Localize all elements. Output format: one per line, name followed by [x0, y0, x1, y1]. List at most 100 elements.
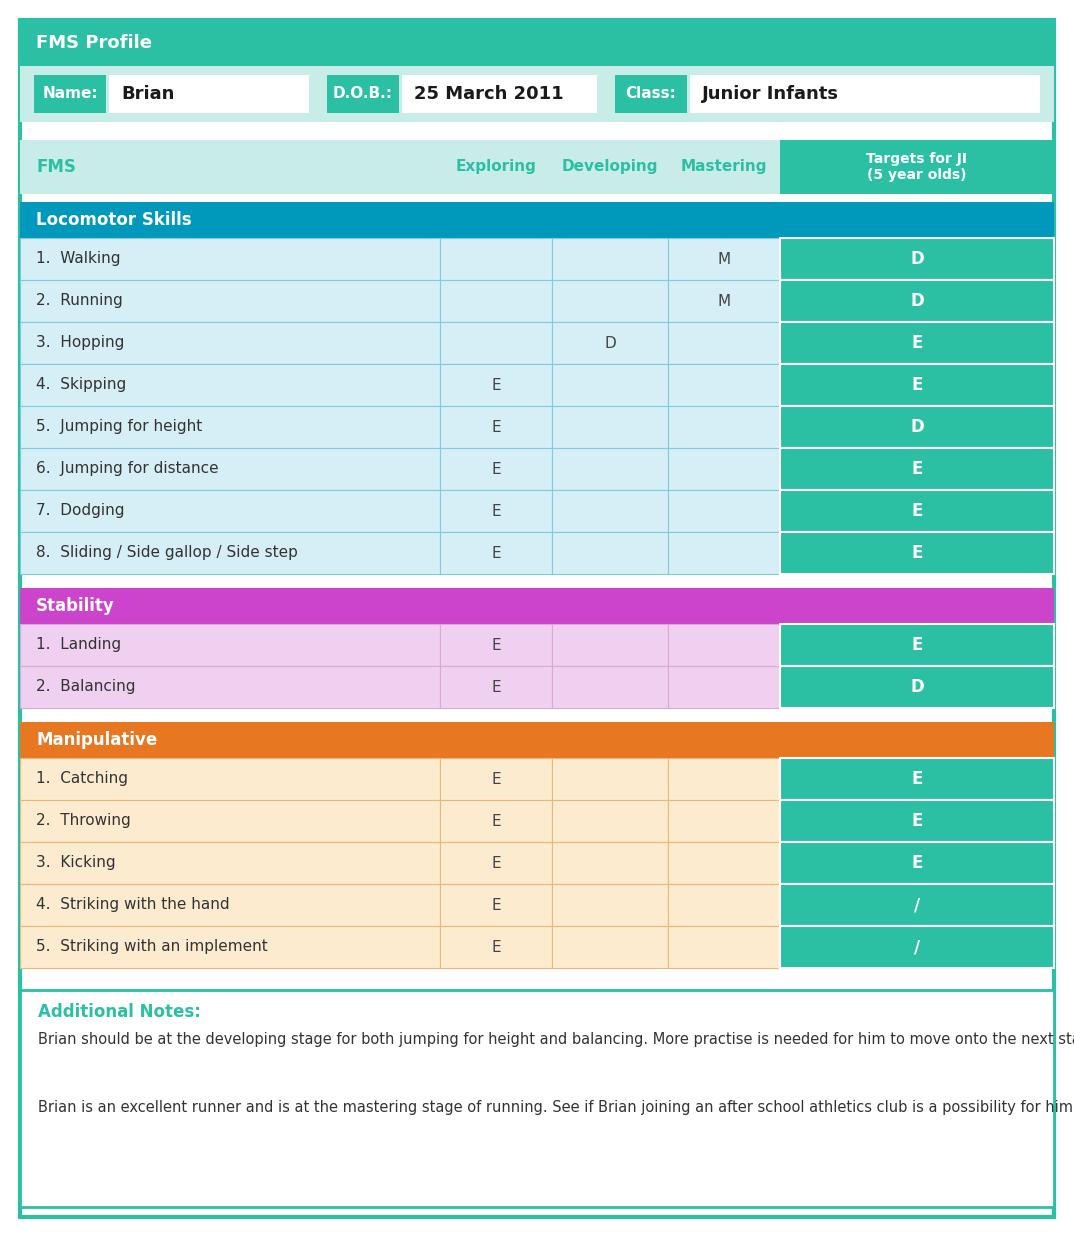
Text: E: E [912, 334, 923, 353]
Bar [440, 758, 552, 800]
Bar [552, 758, 668, 800]
Bar [20, 666, 440, 708]
Bar [552, 280, 668, 322]
Text: 2.  Running: 2. Running [37, 293, 122, 308]
Text: /: / [914, 938, 920, 956]
Bar [552, 448, 668, 490]
Bar [552, 842, 668, 884]
Text: Junior Infants: Junior Infants [702, 85, 839, 103]
Text: E: E [912, 376, 923, 395]
Bar [552, 322, 668, 364]
Text: 1.  Walking: 1. Walking [37, 251, 120, 266]
Text: 6.  Jumping for distance: 6. Jumping for distance [37, 461, 219, 476]
Bar [20, 588, 1054, 623]
Text: Targets for JI
(5 year olds): Targets for JI (5 year olds) [867, 152, 968, 182]
Text: E: E [491, 939, 500, 955]
Text: E: E [912, 502, 923, 520]
Bar [440, 280, 552, 322]
Bar [668, 406, 780, 448]
Bar [440, 532, 552, 574]
Text: Developing: Developing [562, 160, 658, 174]
Bar [668, 623, 780, 666]
Text: 4.  Skipping: 4. Skipping [37, 377, 127, 392]
Bar [20, 140, 1054, 194]
Bar [20, 532, 440, 574]
Bar [668, 238, 780, 280]
Text: E: E [912, 636, 923, 654]
Text: 25 March 2011: 25 March 2011 [413, 85, 564, 103]
Text: D: D [910, 292, 924, 310]
Text: E: E [491, 377, 500, 392]
Text: 2.  Balancing: 2. Balancing [37, 679, 135, 694]
Text: Stability: Stability [37, 597, 115, 615]
Bar [668, 758, 780, 800]
Text: D: D [910, 250, 924, 268]
Text: E: E [491, 637, 500, 652]
Bar [20, 406, 440, 448]
Bar [440, 448, 552, 490]
Text: E: E [491, 461, 500, 476]
Text: E: E [491, 856, 500, 871]
Bar [668, 927, 780, 969]
Text: E: E [491, 814, 500, 829]
Bar [440, 364, 552, 406]
Bar [668, 666, 780, 708]
Text: E: E [491, 898, 500, 913]
Bar [440, 238, 552, 280]
Bar [552, 884, 668, 927]
Bar [668, 532, 780, 574]
Text: Brian: Brian [121, 85, 174, 103]
Bar [668, 322, 780, 364]
Bar [780, 448, 1054, 490]
Text: 1.  Landing: 1. Landing [37, 637, 121, 652]
Text: M: M [717, 293, 730, 308]
Text: Class:: Class: [625, 87, 677, 101]
Bar [20, 20, 1054, 66]
Bar [780, 406, 1054, 448]
Text: E: E [912, 544, 923, 562]
Text: /: / [914, 896, 920, 914]
Text: E: E [491, 419, 500, 434]
Bar [780, 623, 1054, 666]
Text: D.O.B.:: D.O.B.: [333, 87, 393, 101]
Bar [20, 364, 440, 406]
Text: 4.  Striking with the hand: 4. Striking with the hand [37, 898, 230, 913]
Bar [780, 927, 1054, 969]
Bar [440, 884, 552, 927]
Bar [440, 623, 552, 666]
Bar [440, 322, 552, 364]
Bar [668, 884, 780, 927]
Bar [668, 280, 780, 322]
Text: Exploring: Exploring [455, 160, 536, 174]
Bar [20, 758, 440, 800]
Text: Additional Notes:: Additional Notes: [38, 1003, 201, 1021]
Bar [780, 842, 1054, 884]
Text: M: M [717, 251, 730, 266]
Text: E: E [491, 772, 500, 787]
Text: FMS: FMS [37, 158, 76, 176]
Bar [20, 66, 1054, 122]
Text: D: D [910, 418, 924, 435]
Bar [108, 75, 309, 113]
Bar [20, 884, 440, 927]
Bar [668, 364, 780, 406]
Bar [668, 448, 780, 490]
Bar [552, 800, 668, 842]
Bar [326, 75, 400, 113]
Bar [552, 666, 668, 708]
Bar [690, 75, 1040, 113]
Bar [780, 140, 1054, 194]
Bar [780, 532, 1054, 574]
Text: 5.  Striking with an implement: 5. Striking with an implement [37, 939, 267, 955]
Bar [20, 322, 440, 364]
Bar [34, 75, 106, 113]
Text: 3.  Kicking: 3. Kicking [37, 856, 116, 871]
Bar [440, 800, 552, 842]
Bar [20, 842, 440, 884]
Bar [440, 927, 552, 969]
Text: D: D [910, 678, 924, 696]
Bar [552, 364, 668, 406]
Bar [780, 322, 1054, 364]
Text: E: E [912, 460, 923, 477]
Text: Manipulative: Manipulative [37, 731, 157, 748]
